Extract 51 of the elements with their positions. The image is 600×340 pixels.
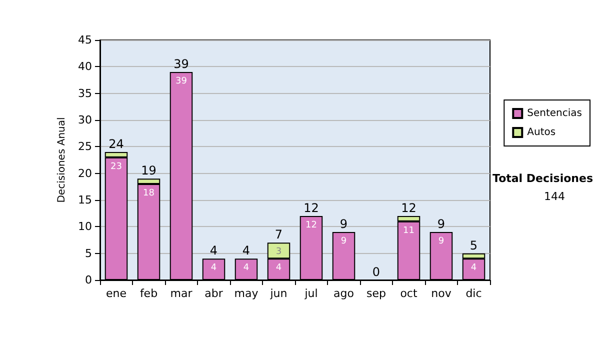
legend-label: Sentencias <box>527 108 582 119</box>
text: 144 <box>544 190 566 203</box>
total-label: 4 <box>210 244 218 258</box>
y-tick-label: 0 <box>85 274 92 286</box>
y-tick-label: 40 <box>78 60 92 74</box>
x-tick-label: mar <box>170 287 193 300</box>
data-label: 9 <box>438 236 444 246</box>
total-label: 5 <box>470 238 478 252</box>
data-label: 4 <box>210 263 217 274</box>
data-label: 39 <box>176 76 188 86</box>
total-label: 4 <box>242 244 250 258</box>
total-label: 12 <box>304 201 319 215</box>
x-tick-label: sep <box>366 287 386 300</box>
x-tick-label: dic <box>466 287 482 300</box>
data-label: 11 <box>403 226 414 236</box>
x-tick-label: nov <box>431 287 452 300</box>
total-label: 7 <box>274 228 283 242</box>
y-tick-label: 5 <box>85 246 92 260</box>
y-tick-label: 10 <box>78 220 92 234</box>
y-tick-label: 35 <box>78 86 92 100</box>
x-tick-label: jun <box>269 287 288 300</box>
data-label: 4 <box>243 263 250 274</box>
total-label: 9 <box>437 217 446 231</box>
y-tick-label: 45 <box>78 34 92 46</box>
x-tick-label: ago <box>334 287 354 300</box>
data-label: 4 <box>276 263 282 274</box>
x-tick-label: jul <box>304 287 318 300</box>
x-tick-label: abr <box>204 287 224 300</box>
data-label: 4 <box>470 263 477 274</box>
x-tick-label: oct <box>400 287 418 300</box>
total-label: 0 <box>372 265 380 279</box>
data-label: 9 <box>340 236 347 246</box>
text: Total Decisiones <box>492 172 594 185</box>
data-label: 12 <box>306 220 317 230</box>
data-label: 3 <box>276 247 282 258</box>
data-label: 18 <box>143 188 155 198</box>
y-tick-label: 20 <box>78 166 92 180</box>
x-tick-label: feb <box>140 287 158 300</box>
legend-label: Autos <box>527 127 556 138</box>
data-label: 23 <box>110 162 122 172</box>
total-label: 24 <box>108 137 124 151</box>
x-tick-label: ene <box>106 287 127 300</box>
total-label: 12 <box>401 201 416 215</box>
y-tick-label: 15 <box>78 194 92 206</box>
total-label: 39 <box>174 57 189 71</box>
y-tick-label: 25 <box>78 140 92 154</box>
y-tick-label: 30 <box>78 114 92 126</box>
total-label: 9 <box>340 217 348 231</box>
total-label: 19 <box>141 164 156 178</box>
y-axis-title: Decisiones Anual <box>56 117 68 203</box>
x-tick-label: may <box>234 287 259 300</box>
